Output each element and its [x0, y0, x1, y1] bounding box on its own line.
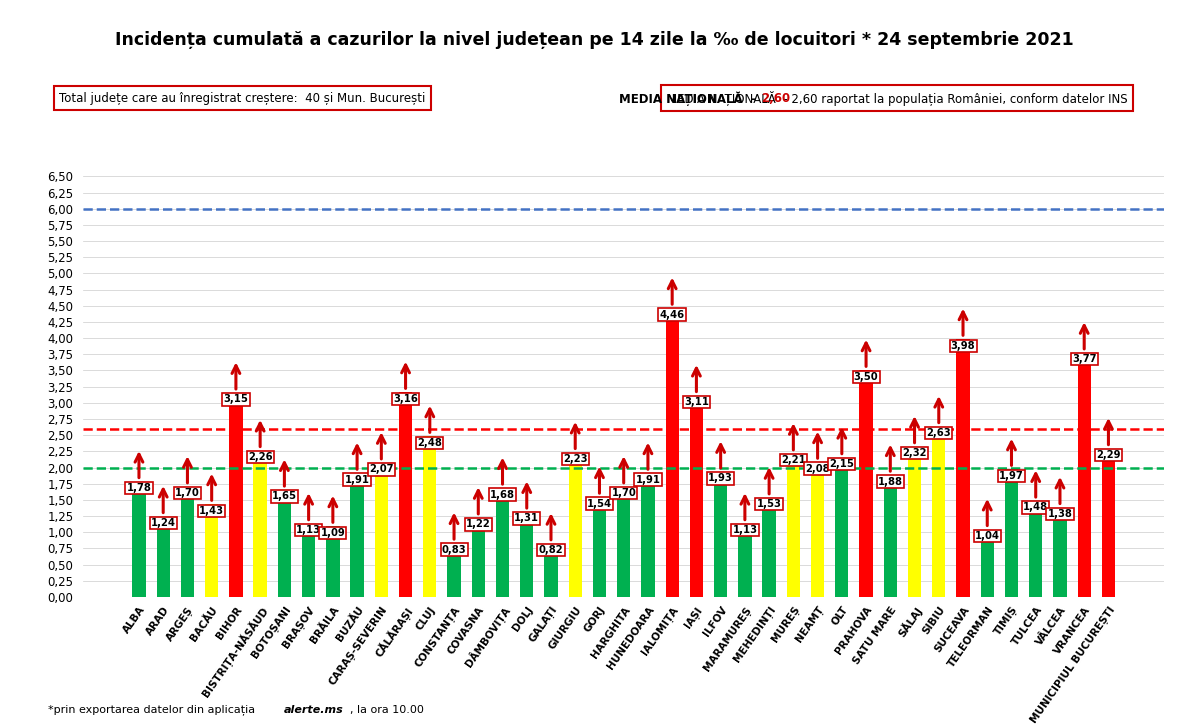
Text: 0,82: 0,82 — [538, 545, 563, 555]
Text: 1,88: 1,88 — [878, 477, 903, 486]
Text: 1,97: 1,97 — [999, 471, 1024, 480]
Bar — [811, 462, 824, 597]
Bar — [1005, 470, 1018, 597]
Text: 1,48: 1,48 — [1023, 502, 1048, 513]
Bar — [350, 473, 364, 597]
Text: 1,13: 1,13 — [732, 525, 758, 535]
Bar — [786, 454, 800, 597]
Text: , la ora 10.00: , la ora 10.00 — [350, 705, 424, 715]
Text: 3,11: 3,11 — [684, 397, 709, 407]
Bar — [859, 371, 873, 597]
Text: Incidența cumulată a cazurilor la nivel județean pe 14 zile la ‰ de locuitori * : Incidența cumulată a cazurilor la nivel … — [114, 31, 1074, 49]
Text: 1,09: 1,09 — [321, 528, 346, 538]
Text: 1,13: 1,13 — [296, 525, 321, 535]
Bar — [472, 518, 485, 597]
Text: 1,38: 1,38 — [1048, 509, 1073, 519]
Bar — [229, 393, 242, 597]
Text: 3,15: 3,15 — [223, 395, 248, 405]
Text: MEDIA NAȚIONALĂ  -: MEDIA NAȚIONALĂ - — [619, 91, 756, 106]
Text: 2,26: 2,26 — [248, 452, 272, 462]
Text: 2,23: 2,23 — [563, 454, 588, 464]
Text: 2,15: 2,15 — [829, 459, 854, 469]
Bar — [714, 472, 727, 597]
Text: 1,91: 1,91 — [636, 475, 661, 485]
Text: 1,93: 1,93 — [708, 473, 733, 483]
Bar — [374, 463, 388, 597]
Bar — [642, 473, 655, 597]
Text: MEDIA NAȚIONALĂ  - 2,60 raportat la populația României, conform datelor INS: MEDIA NAȚIONALĂ - 2,60 raportat la popul… — [666, 91, 1127, 106]
Text: 1,68: 1,68 — [489, 489, 516, 499]
Bar — [690, 396, 703, 597]
Bar — [399, 392, 412, 597]
Bar — [1054, 507, 1067, 597]
Bar — [738, 524, 752, 597]
Bar — [1029, 501, 1042, 597]
Text: *prin exportarea datelor din aplicația: *prin exportarea datelor din aplicația — [48, 705, 258, 715]
Text: 2,32: 2,32 — [903, 448, 927, 458]
Bar — [884, 475, 897, 597]
Bar — [520, 513, 533, 597]
Bar — [423, 437, 436, 597]
Text: 1,43: 1,43 — [200, 506, 225, 515]
Bar — [302, 524, 315, 597]
Text: 1,31: 1,31 — [514, 513, 539, 523]
Bar — [132, 482, 146, 597]
Text: Total județe care au înregistrat creștere:  40 și Mun. București: Total județe care au înregistrat creșter… — [59, 92, 425, 105]
Text: 1,53: 1,53 — [757, 499, 782, 510]
Bar — [544, 544, 557, 597]
Bar — [665, 309, 678, 597]
Text: 3,98: 3,98 — [950, 341, 975, 351]
Text: 1,54: 1,54 — [587, 499, 612, 509]
Bar — [908, 447, 921, 597]
Bar — [181, 487, 194, 597]
Text: 1,24: 1,24 — [151, 518, 176, 528]
Text: 1,91: 1,91 — [345, 475, 369, 485]
Bar — [495, 488, 510, 597]
Text: 2,08: 2,08 — [805, 464, 830, 474]
Text: 1,70: 1,70 — [175, 488, 200, 498]
Bar — [593, 497, 606, 597]
Text: 1,22: 1,22 — [466, 519, 491, 529]
Text: 1,70: 1,70 — [612, 488, 636, 498]
Bar — [835, 458, 848, 597]
Text: 1,04: 1,04 — [974, 531, 1000, 541]
Text: alerte.ms: alerte.ms — [284, 705, 343, 715]
Text: 2,07: 2,07 — [369, 464, 393, 475]
Bar — [253, 451, 267, 597]
Bar — [206, 505, 219, 597]
Text: 2,21: 2,21 — [781, 455, 805, 465]
Bar — [617, 487, 631, 597]
Text: 4,46: 4,46 — [659, 309, 684, 320]
Bar — [956, 339, 969, 597]
Bar — [448, 543, 461, 597]
Text: 0,83: 0,83 — [442, 545, 467, 555]
Bar — [1078, 353, 1091, 597]
Bar — [278, 490, 291, 597]
Text: 2,63: 2,63 — [927, 428, 952, 438]
Text: 2,60: 2,60 — [760, 92, 790, 105]
Text: 2,48: 2,48 — [417, 438, 442, 448]
Text: 2,29: 2,29 — [1097, 450, 1120, 460]
Text: 1,78: 1,78 — [127, 483, 151, 493]
Bar — [933, 427, 946, 597]
Text: 3,16: 3,16 — [393, 394, 418, 404]
Bar — [157, 517, 170, 597]
Bar — [1101, 448, 1116, 597]
Bar — [980, 530, 994, 597]
Bar — [763, 498, 776, 597]
Text: 3,50: 3,50 — [854, 372, 878, 381]
Text: 1,65: 1,65 — [272, 491, 297, 502]
Text: 3,77: 3,77 — [1072, 355, 1097, 364]
Bar — [569, 453, 582, 597]
Bar — [327, 526, 340, 597]
